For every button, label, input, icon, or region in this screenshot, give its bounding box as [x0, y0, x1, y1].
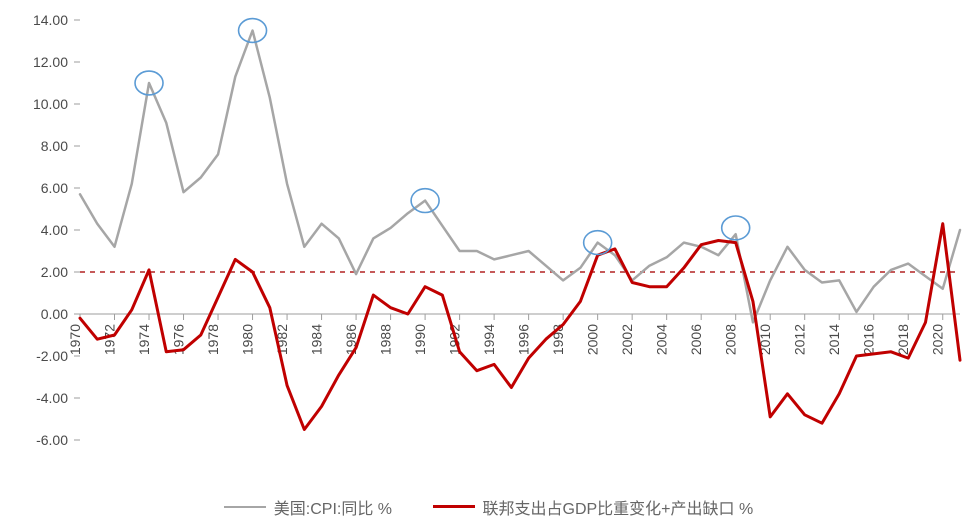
svg-text:1978: 1978: [205, 324, 221, 355]
svg-text:1988: 1988: [378, 324, 394, 355]
svg-text:1984: 1984: [309, 324, 325, 355]
svg-text:12.00: 12.00: [33, 54, 68, 70]
svg-text:14.00: 14.00: [33, 12, 68, 28]
legend-item-fiscal: 联邦支出占GDP比重变化+产出缺口 %: [433, 495, 754, 519]
chart-container: -6.00 -4.00 -2.00 0.00 2.00 4.00 6.00 8.00 10.00…: [0, 0, 977, 527]
legend: 美国:CPI:同比 % 联邦支出占GDP比重变化+产出缺口 %: [0, 495, 977, 520]
legend-swatch-fiscal: [433, 505, 475, 508]
svg-text:2006: 2006: [688, 324, 704, 355]
svg-text:2014: 2014: [826, 324, 842, 355]
legend-label-cpi: 美国:CPI:同比 %: [274, 495, 392, 519]
svg-text:2020: 2020: [930, 324, 946, 355]
svg-text:4.00: 4.00: [41, 222, 68, 238]
svg-text:8.00: 8.00: [41, 138, 68, 154]
svg-text:2008: 2008: [723, 324, 739, 355]
legend-label-fiscal: 联邦支出占GDP比重变化+产出缺口 %: [483, 495, 754, 519]
svg-text:2016: 2016: [861, 324, 877, 355]
svg-text:2012: 2012: [792, 324, 808, 355]
svg-text:2018: 2018: [895, 324, 911, 355]
svg-text:2000: 2000: [585, 324, 601, 355]
legend-item-cpi: 美国:CPI:同比 %: [224, 495, 392, 519]
svg-text:1980: 1980: [240, 324, 256, 355]
svg-text:-4.00: -4.00: [36, 390, 68, 406]
svg-text:1990: 1990: [412, 324, 428, 355]
svg-text:1972: 1972: [102, 324, 118, 355]
svg-text:10.00: 10.00: [33, 96, 68, 112]
svg-text:1996: 1996: [516, 324, 532, 355]
svg-text:6.00: 6.00: [41, 180, 68, 196]
legend-swatch-cpi: [224, 506, 266, 508]
line-chart: -6.00 -4.00 -2.00 0.00 2.00 4.00 6.00 8.00 10.00…: [0, 0, 977, 527]
svg-text:0.00: 0.00: [41, 306, 68, 322]
svg-text:1970: 1970: [67, 324, 83, 355]
svg-text:2004: 2004: [654, 324, 670, 355]
svg-text:1994: 1994: [481, 324, 497, 355]
svg-text:-2.00: -2.00: [36, 348, 68, 364]
svg-text:2002: 2002: [619, 324, 635, 355]
svg-text:2.00: 2.00: [41, 264, 68, 280]
svg-text:1974: 1974: [136, 324, 152, 355]
svg-text:-6.00: -6.00: [36, 432, 68, 448]
svg-text:1986: 1986: [343, 324, 359, 355]
